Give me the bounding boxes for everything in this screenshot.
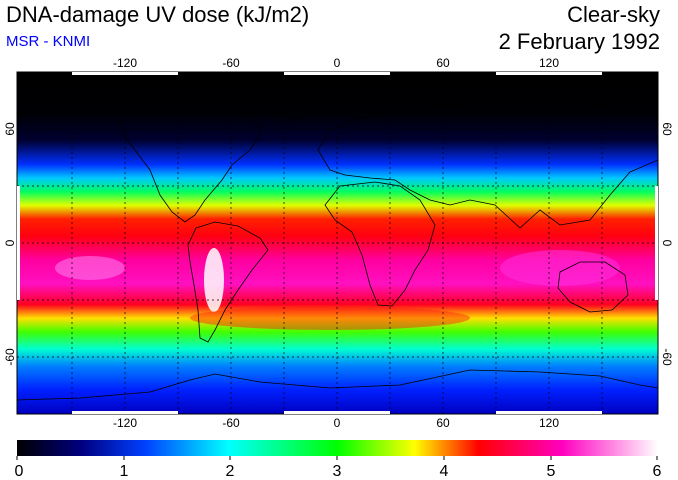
colorbar [17, 440, 658, 456]
frame-ticks [17, 72, 658, 414]
graticule [17, 72, 658, 414]
lat-tick-right-60n: 60 [660, 122, 674, 136]
peak-dose-patch [204, 248, 224, 312]
southern-hotspot [500, 250, 620, 286]
lon-tick-bottom-120w: -120 [113, 416, 137, 430]
lon-tick-bottom-120e: 120 [539, 416, 559, 430]
lon-tick-bottom-0: 0 [334, 416, 341, 430]
south-america-coast [187, 221, 269, 343]
lat-tick-left-60n: 60 [3, 122, 17, 136]
africa-coast [324, 181, 436, 307]
colorbar-label-0: 0 [15, 463, 24, 480]
lat-tick-right-0: 0 [660, 240, 674, 247]
colorbar-label-5: 5 [547, 463, 556, 480]
colorbar-label-6: 6 [653, 463, 662, 480]
map-source: MSR - KNMI [6, 33, 91, 50]
colorbar-label-3: 3 [333, 463, 342, 480]
greenland-coast [271, 79, 319, 123]
coastlines [17, 79, 658, 401]
europe-asia-coast [317, 99, 658, 229]
sky-condition: Clear-sky [567, 2, 660, 27]
colorbar-label-2: 2 [226, 463, 235, 480]
north-america-coast [117, 95, 263, 223]
lon-tick-top-120w: -120 [113, 56, 137, 70]
lon-tick-bottom-60w: -60 [222, 416, 240, 430]
lon-tick-top-120e: 120 [539, 56, 559, 70]
colorbar-label-4: 4 [440, 463, 449, 480]
lat-tick-left-0: 0 [3, 239, 17, 246]
colorbar-ticks [16, 456, 658, 460]
map-date: 2 February 1992 [498, 29, 660, 54]
lon-tick-top-0: 0 [334, 56, 341, 70]
lon-tick-bottom-60e: 60 [436, 416, 450, 430]
lon-tick-top-60w: -60 [222, 56, 240, 70]
southern-red-band [190, 306, 470, 330]
australia-coast [557, 261, 629, 313]
lon-tick-top-60e: 60 [436, 56, 450, 70]
lat-tick-left-60s: -60 [3, 348, 17, 366]
antarctica-coast [17, 369, 658, 401]
lat-tick-right-60s: -60 [660, 348, 674, 366]
map-title: DNA-damage UV dose (kJ/m2) [6, 2, 310, 27]
colorbar-label-1: 1 [120, 463, 129, 480]
pacific-high [55, 256, 125, 280]
